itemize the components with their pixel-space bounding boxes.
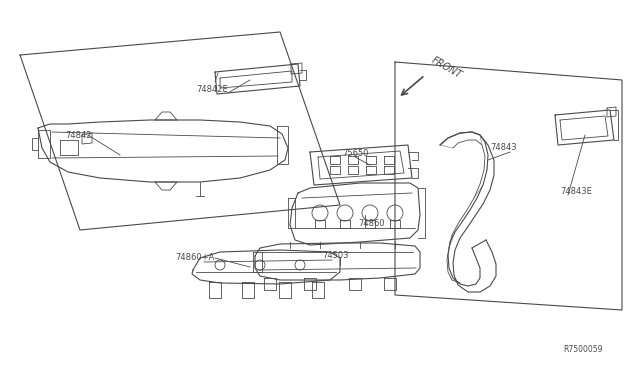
Text: FRONT: FRONT bbox=[430, 55, 464, 81]
Text: 74843E: 74843E bbox=[560, 187, 592, 196]
Text: 74842E: 74842E bbox=[196, 86, 228, 94]
Text: 74860+A: 74860+A bbox=[175, 253, 214, 263]
Text: 74843: 74843 bbox=[490, 144, 516, 153]
Text: 75650: 75650 bbox=[342, 148, 369, 157]
Text: 74860: 74860 bbox=[358, 219, 385, 228]
Text: R7500059: R7500059 bbox=[563, 346, 602, 355]
Text: 74842: 74842 bbox=[65, 131, 92, 140]
Text: 74503: 74503 bbox=[322, 250, 349, 260]
